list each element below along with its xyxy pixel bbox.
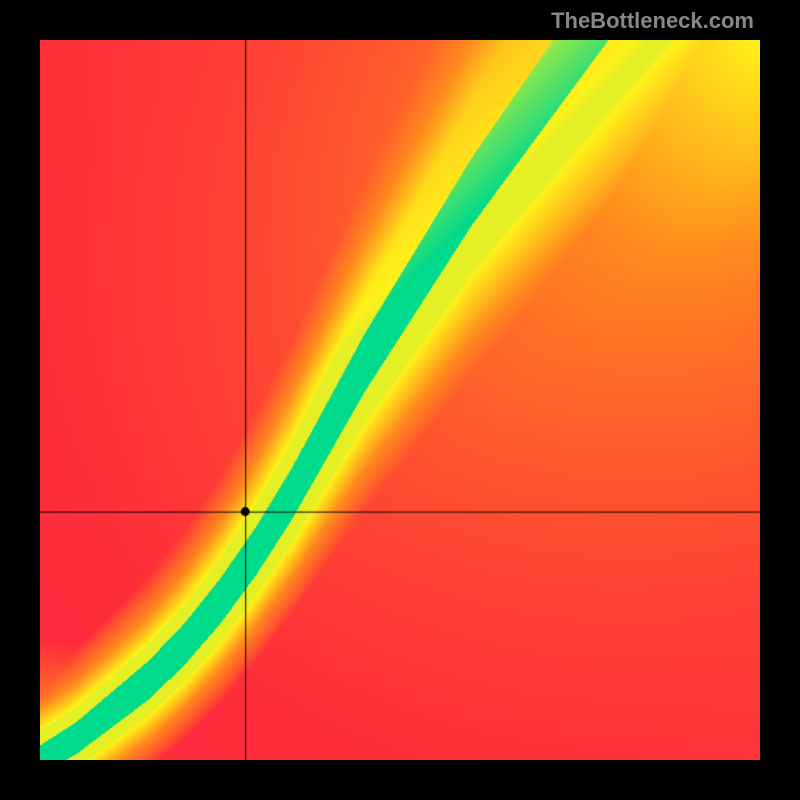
heatmap-plot xyxy=(40,40,760,760)
heatmap-canvas xyxy=(40,40,760,760)
watermark-label: TheBottleneck.com xyxy=(551,8,754,34)
